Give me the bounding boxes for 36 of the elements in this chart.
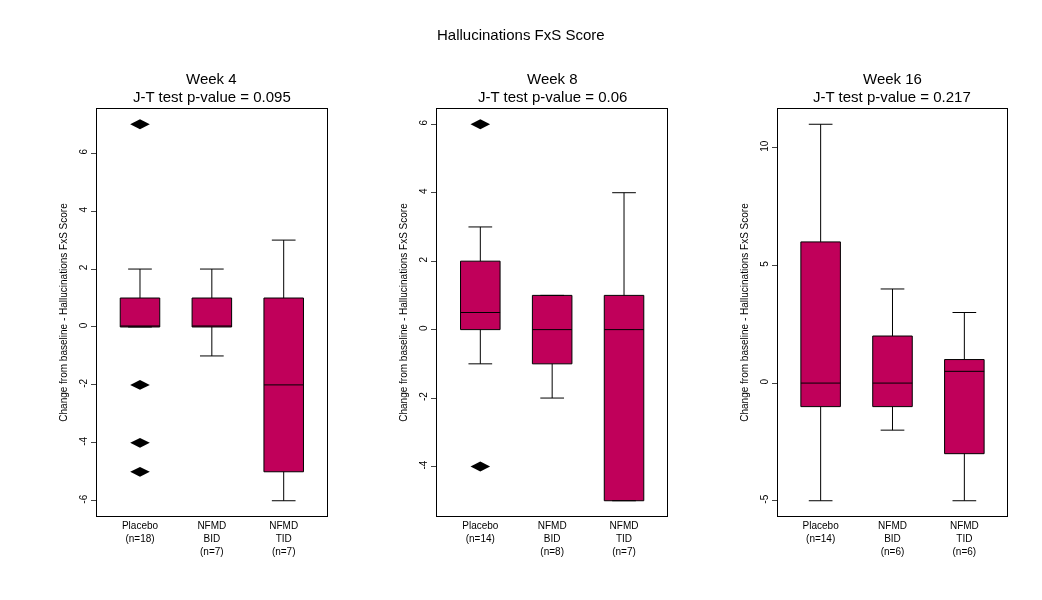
text: Hallucinations FxS Score — [437, 26, 605, 43]
x-tick-label: NFMD TID (n=7) — [609, 519, 639, 557]
x-tick-label: NFMD TID (n=6) — [949, 519, 979, 557]
chart-subtitle: J-T test p-value = 0.06 — [478, 88, 628, 105]
y-tick-label: -5 — [758, 494, 770, 504]
y-axis-title: Change from baseline - Hallucinations FxS Score — [738, 202, 750, 422]
y-tick-label: -2 — [418, 391, 430, 402]
x-tick-label: Placebo (n=14) — [462, 519, 499, 544]
y-tick-label: 6 — [418, 119, 430, 126]
x-tick-label: Placebo (n=18) — [121, 519, 159, 544]
x-tick-label: NFMD BID (n=6) — [878, 519, 907, 557]
y-tick-label: 0 — [77, 322, 89, 329]
y-axis-title: Change from baseline - Hallucinations FxS Score — [57, 202, 69, 422]
chart-title: Week 4 — [186, 70, 237, 87]
x-tick-label: NFMD TID (n=7) — [269, 519, 299, 557]
y-tick-label: 10 — [758, 140, 770, 152]
y-tick-label: -4 — [77, 436, 89, 446]
y-tick-label: 2 — [77, 264, 89, 271]
y-tick-label: 4 — [418, 187, 430, 194]
y-tick-label: 4 — [77, 206, 89, 213]
y-tick-label: -4 — [418, 460, 430, 470]
y-tick-label: 0 — [418, 324, 430, 331]
x-tick-label: Placebo (n=14) — [802, 519, 840, 544]
y-tick-label: -2 — [77, 378, 89, 388]
y-tick-label: 6 — [77, 148, 89, 155]
chart-title: Week 8 — [527, 70, 578, 87]
y-tick-label: -6 — [77, 494, 89, 504]
y-axis-title: Change from baseline - Hallucinations FxS Score — [398, 202, 410, 422]
x-tick-label: NFMD BID (n=7) — [197, 519, 227, 557]
chart-title: Week 16 — [863, 70, 922, 87]
chart-subtitle: J-T test p-value = 0.217 — [813, 88, 971, 105]
chart-subtitle: J-T test p-value = 0.095 — [133, 88, 291, 105]
y-tick-label: 2 — [418, 256, 430, 263]
y-tick-label: 0 — [758, 378, 770, 385]
x-tick-label: NFMD BID (n=8) — [537, 519, 567, 557]
y-tick-label: 5 — [758, 260, 770, 267]
